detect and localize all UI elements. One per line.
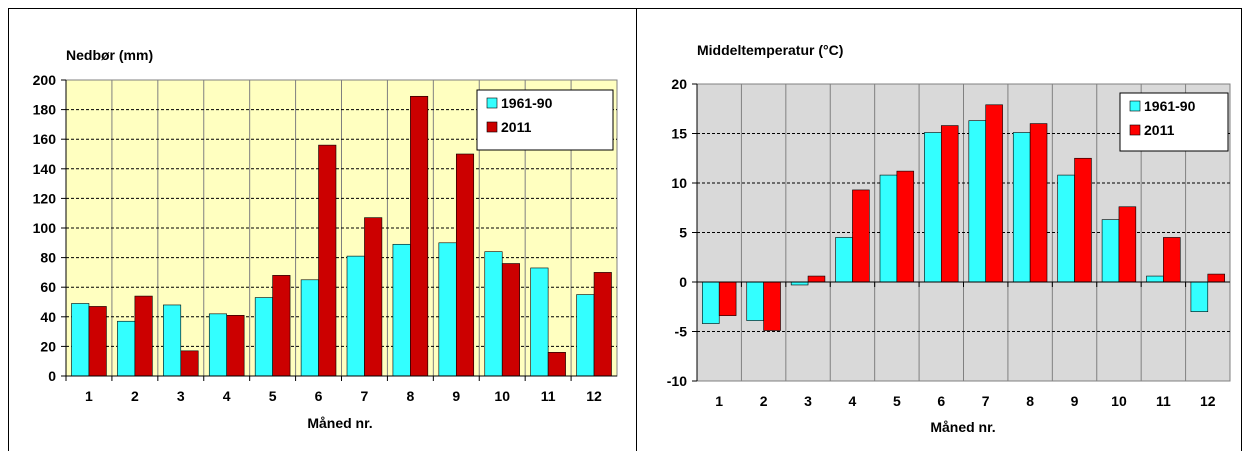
temp-bar-year-4 — [852, 189, 870, 283]
temp-chart-title: Middeltemperatur (°C) — [697, 42, 843, 58]
precip-xtick-label: 5 — [269, 388, 277, 404]
temp-bar-year-1 — [718, 281, 737, 316]
temp-bar-year-6 — [940, 125, 959, 283]
precip-ytick-label: 20 — [40, 338, 56, 354]
temp-bar-year-7 — [985, 104, 1003, 283]
temp-bar-year-11 — [1163, 237, 1181, 283]
temp-bar-normal-5 — [879, 174, 898, 283]
precip-ytick-label: 100 — [33, 220, 57, 236]
precip-ytick-label: 40 — [40, 309, 56, 325]
precip-xtick-label: 2 — [131, 388, 139, 404]
temp-bar-year-10 — [1118, 206, 1137, 283]
temp-xtick-label: 4 — [849, 393, 857, 409]
precip-ytick-label: 60 — [40, 279, 56, 295]
temp-ytick-label: 0 — [679, 274, 687, 290]
temp-legend-swatch-year — [1129, 124, 1141, 136]
precip-xtick-label: 9 — [452, 388, 460, 404]
temp-ytick-label: -10 — [667, 373, 687, 389]
precip-legend-label-normal: 1961-90 — [501, 95, 553, 111]
precip-legend-swatch-normal — [486, 97, 498, 109]
temp-bar-year-9 — [1074, 157, 1092, 283]
temp-xtick-label: 6 — [937, 393, 945, 409]
precip-legend-box — [476, 89, 614, 151]
temp-bar-year-12 — [1207, 273, 1225, 283]
temp-bar-year-2 — [763, 281, 781, 331]
temp-bar-normal-6 — [924, 132, 942, 283]
temp-ytick-label: 20 — [671, 76, 687, 92]
temp-bar-year-5 — [896, 170, 915, 283]
precip-legend-swatch-year — [486, 121, 498, 133]
temp-legend-swatch-normal — [1129, 100, 1141, 112]
temp-xtick-label: 5 — [893, 393, 901, 409]
temp-legend-label-year: 2011 — [1144, 122, 1175, 138]
temp-ytick-label: 10 — [671, 175, 687, 191]
temp-xtick-label: 8 — [1026, 393, 1034, 409]
figure-frame — [8, 8, 1242, 451]
precip-x-axis-label: Måned nr. — [307, 415, 372, 431]
precip-ytick-label: 180 — [33, 102, 57, 118]
temp-ytick-label: -5 — [675, 324, 688, 340]
temp-ytick-label: 15 — [671, 126, 687, 142]
temp-bar-normal-4 — [835, 237, 853, 283]
temp-bar-normal-1 — [702, 281, 720, 324]
temp-xtick-label: 7 — [982, 393, 990, 409]
precip-xtick-label: 12 — [586, 388, 602, 404]
precip-ytick-label: 0 — [48, 368, 56, 384]
precip-xtick-label: 7 — [361, 388, 369, 404]
temp-xtick-label: 10 — [1111, 393, 1127, 409]
temp-bar-normal-10 — [1101, 219, 1120, 283]
precip-ytick-label: 80 — [40, 250, 56, 266]
temp-x-axis-label: Måned nr. — [930, 419, 995, 435]
temp-xtick-label: 2 — [760, 393, 768, 409]
temp-bar-normal-11 — [1146, 275, 1164, 283]
precip-legend-label-year: 2011 — [501, 119, 532, 135]
precip-ytick-label: 120 — [33, 190, 57, 206]
temp-bar-normal-9 — [1057, 174, 1075, 283]
precip-xtick-label: 8 — [406, 388, 414, 404]
temp-bar-year-3 — [807, 275, 826, 283]
precip-ytick-label: 140 — [33, 161, 57, 177]
precip-chart-title: Nedbør (mm) — [66, 47, 153, 63]
temp-bar-normal-2 — [746, 281, 764, 321]
precip-xtick-label: 1 — [85, 388, 93, 404]
panel-divider — [636, 8, 637, 451]
precip-xtick-label: 3 — [177, 388, 185, 404]
precip-xtick-label: 6 — [315, 388, 323, 404]
precip-xtick-label: 10 — [494, 388, 510, 404]
temp-xtick-label: 12 — [1200, 393, 1216, 409]
temp-xtick-label: 11 — [1156, 393, 1171, 409]
temp-xtick-label: 9 — [1071, 393, 1079, 409]
precip-xtick-label: 4 — [223, 388, 231, 404]
precip-xtick-label: 11 — [541, 388, 556, 404]
temp-legend-label-normal: 1961-90 — [1144, 98, 1196, 114]
temp-bar-normal-12 — [1190, 281, 1209, 313]
temp-xtick-label: 3 — [804, 393, 812, 409]
temp-xtick-label: 1 — [715, 393, 723, 409]
temp-bar-year-8 — [1029, 123, 1048, 283]
temp-bar-normal-8 — [1012, 132, 1031, 283]
precip-ytick-label: 200 — [33, 72, 57, 88]
temp-ytick-label: 5 — [679, 225, 687, 241]
temp-bar-normal-7 — [968, 120, 987, 283]
precip-ytick-label: 160 — [33, 131, 57, 147]
